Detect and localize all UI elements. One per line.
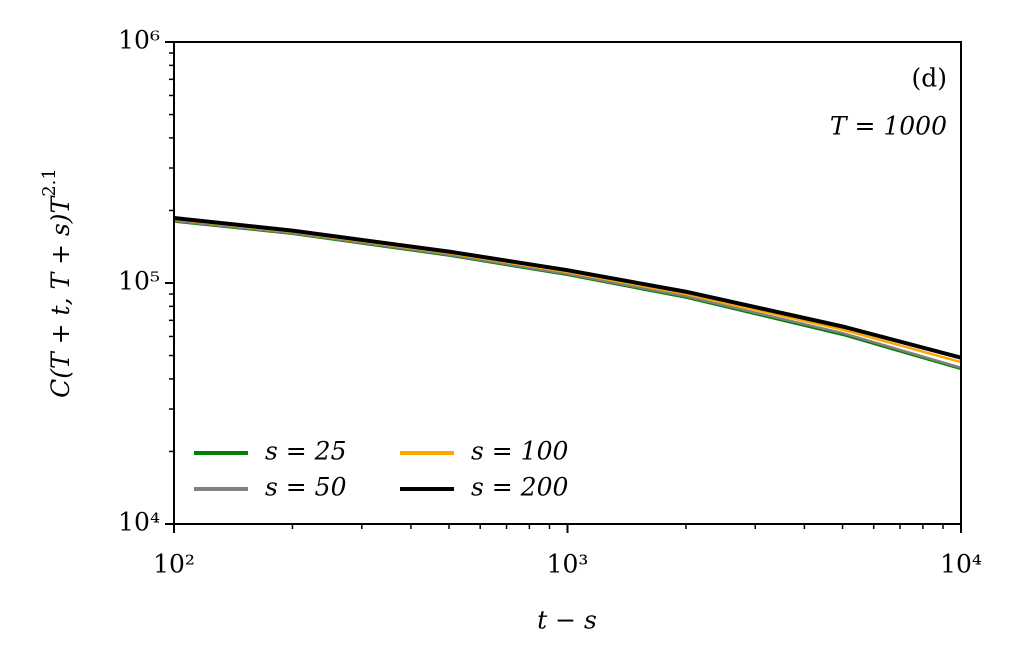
- x-tick-label: 10³: [547, 550, 589, 579]
- annotation: T = 1000: [830, 112, 947, 141]
- y-tick-label: 10⁶: [118, 26, 160, 55]
- legend-label: s = 200: [471, 473, 568, 502]
- y-axis-label-exponent: 2.1: [39, 168, 60, 197]
- x-tick-label: 10⁴: [940, 550, 982, 579]
- x-tick-label: 10²: [153, 550, 195, 579]
- line: [173, 216, 962, 360]
- legend-label: s = 50: [265, 473, 347, 502]
- legend-label: s = 25: [265, 437, 346, 466]
- y-tick-label: 10⁴: [118, 508, 160, 537]
- line: [173, 219, 962, 369]
- line: [173, 217, 962, 364]
- annotation: (d): [911, 64, 947, 93]
- legend-label: s = 100: [471, 437, 568, 466]
- x-axis-label: t − s: [537, 606, 597, 635]
- plot-frame: [173, 41, 962, 525]
- y-tick-label: 10⁵: [118, 267, 160, 296]
- y-axis-label: C(T + t, T + s)T2.1: [39, 168, 75, 398]
- y-axis-label-main: C(T + t, T + s)T: [46, 194, 75, 397]
- line: [173, 220, 962, 371]
